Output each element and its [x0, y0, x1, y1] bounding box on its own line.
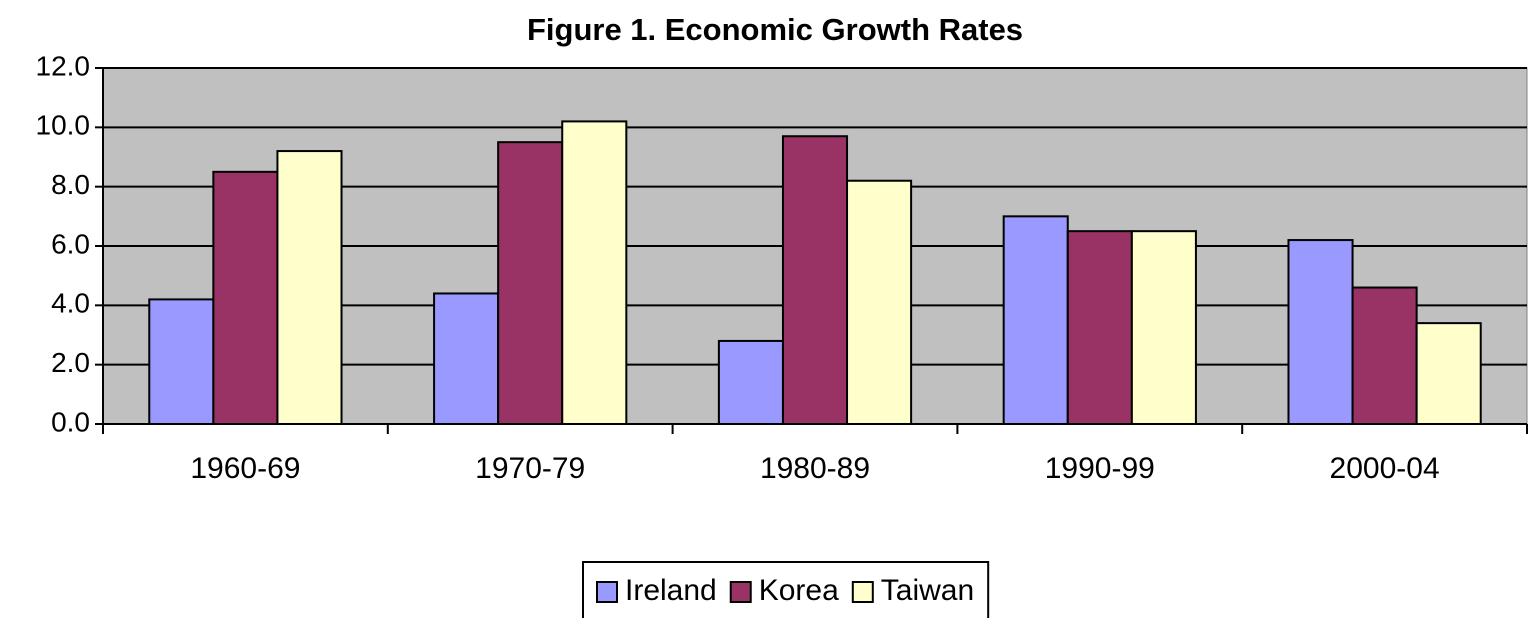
x-tick-label: 2000-04 — [1330, 452, 1440, 485]
y-tick-label: 4.0 — [51, 288, 90, 319]
bar — [717, 339, 784, 425]
bar — [846, 179, 913, 425]
chart-title: Figure 1. Economic Growth Rates — [527, 12, 1023, 47]
bar — [781, 135, 849, 425]
y-tick-label: 6.0 — [51, 228, 90, 259]
x-tick-label: 1970-79 — [475, 452, 585, 485]
y-tick-label: 0.0 — [51, 406, 90, 437]
y-tick-label: 8.0 — [51, 169, 90, 200]
bar — [148, 298, 215, 425]
bar — [1066, 230, 1133, 425]
legend-label: Korea — [759, 574, 839, 607]
x-tick-label: 1990-99 — [1045, 452, 1155, 485]
bar — [561, 120, 628, 426]
bar — [1002, 215, 1069, 425]
y-tick-label: 12.0 — [36, 50, 91, 81]
x-tick-label: 1980-89 — [760, 452, 870, 485]
legend-swatch — [596, 581, 618, 603]
bar — [276, 150, 343, 425]
bar — [433, 292, 500, 426]
bar — [1351, 286, 1418, 425]
legend-label: Ireland — [625, 574, 717, 607]
bar — [212, 170, 279, 425]
y-tick-label: 10.0 — [36, 110, 91, 141]
bar — [1415, 322, 1482, 425]
bar — [497, 141, 564, 426]
bar — [1130, 230, 1197, 425]
legend-swatch — [851, 581, 874, 603]
bar — [1287, 239, 1354, 425]
legend-swatch — [729, 581, 752, 603]
legend-label: Taiwan — [881, 574, 974, 607]
legend — [582, 561, 990, 618]
x-tick-label: 1960-69 — [190, 452, 300, 485]
y-tick-label: 2.0 — [51, 347, 90, 378]
